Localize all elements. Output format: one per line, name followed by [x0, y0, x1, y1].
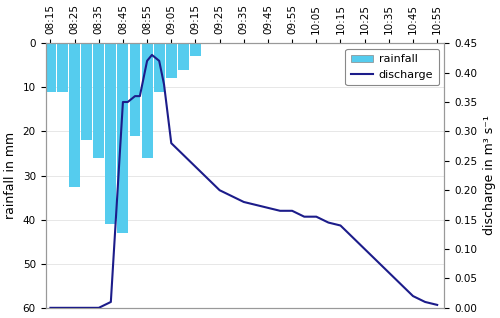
Bar	[118, 43, 128, 233]
Bar	[69, 43, 80, 187]
Bar	[94, 43, 104, 158]
Bar	[154, 43, 164, 92]
Bar	[81, 43, 92, 140]
Bar	[166, 43, 176, 79]
Legend: rainfall, discharge: rainfall, discharge	[346, 49, 439, 86]
Bar	[130, 43, 140, 136]
Bar	[45, 43, 56, 92]
Bar	[178, 43, 189, 70]
Y-axis label: discharge in m³ s⁻¹: discharge in m³ s⁻¹	[483, 115, 496, 235]
Bar	[57, 43, 68, 92]
Bar	[106, 43, 117, 224]
Bar	[142, 43, 152, 158]
Y-axis label: rainfall in mm: rainfall in mm	[4, 132, 17, 219]
Bar	[190, 43, 201, 56]
